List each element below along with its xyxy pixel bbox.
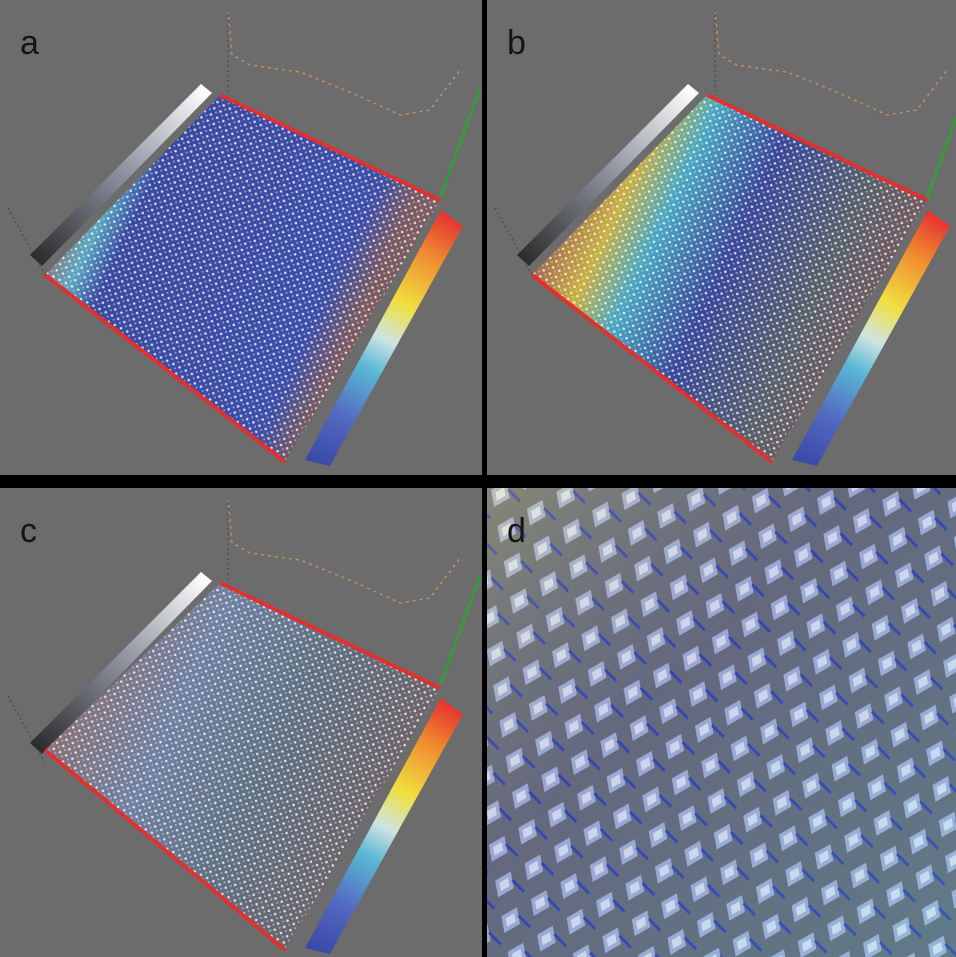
panel-label: b [507, 24, 526, 62]
panel-d: d [487, 488, 956, 957]
figure: a b c d [0, 0, 956, 957]
panel-a: a [0, 0, 482, 475]
panel-label: a [20, 24, 39, 62]
page: {"panels": [{"label": "a"}, {"label": "b… [0, 0, 956, 957]
panel-c: c [0, 488, 482, 957]
panel-label: d [507, 512, 526, 550]
panel-b: b [487, 0, 956, 475]
panel-label: c [20, 512, 37, 550]
